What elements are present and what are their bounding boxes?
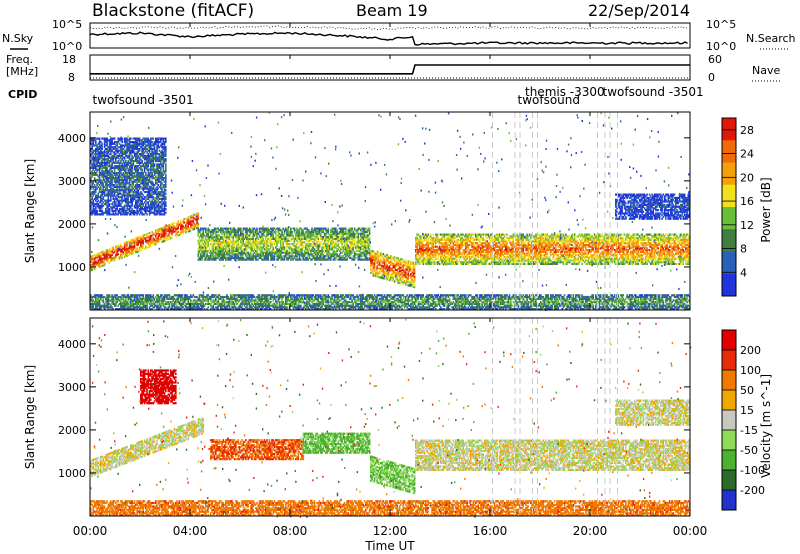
time-tick-label: 00:00: [673, 524, 708, 538]
colorbar-tick-label: 28: [740, 124, 754, 137]
freq-left-tick-bottom: 8: [68, 71, 75, 84]
colorbar-segment: [722, 430, 736, 451]
freq-left-tick-top: 18: [62, 53, 76, 66]
power-colorbar-label: Power [dB]: [759, 177, 773, 242]
nave-right-tick-top: 60: [708, 53, 722, 66]
colorbar-tick-label: 8: [740, 243, 747, 256]
cpid-entry: themis -3300: [525, 85, 605, 99]
range-tick-label: 2000: [58, 218, 86, 231]
nsky-label: N.Sky: [2, 32, 34, 45]
power-ylabel: Slant Range [km]: [23, 159, 37, 263]
colorbar-tick-label: 12: [740, 219, 754, 232]
cpid-entry: twofsound -3501: [93, 93, 194, 107]
colorbar-tick-label: 100: [740, 364, 761, 377]
time-tick-label: 04:00: [173, 524, 208, 538]
nave-right-tick-bottom: 0: [708, 71, 715, 84]
noise-left-tick-bottom: 10^0: [52, 40, 82, 53]
colorbar-segment: [722, 470, 736, 491]
colorbar-segment: [722, 207, 736, 230]
colorbar-tick-label: -100: [740, 464, 765, 477]
station-title: Blackstone (fitACF): [92, 1, 254, 21]
colorbar-segment: [722, 251, 736, 275]
noise-right-tick-top: 10^5: [706, 18, 736, 31]
freq-label-line2: [MHz]: [6, 65, 38, 78]
beam-title: Beam 19: [356, 1, 428, 20]
range-tick-label: 1000: [58, 261, 86, 274]
colorbar-segment: [722, 490, 736, 511]
colorbar-tick-label: 4: [740, 266, 747, 279]
colorbar-segment: [722, 350, 736, 371]
colorbar-tick-label: 24: [740, 148, 754, 161]
power-panel: 1000 2000 3000 4000 Slant Range [km] 4 8 12 16…: [23, 111, 773, 312]
velocity-ylabel: Slant Range [km]: [23, 365, 37, 469]
colorbar-segment: [722, 229, 736, 252]
nave-label: Nave: [752, 64, 780, 77]
velocity-colorbar-label: Velocity [m s^-1]: [759, 374, 773, 478]
nsearch-label: N.Search: [746, 32, 796, 45]
time-tick-label: 00:00: [73, 524, 108, 538]
range-tick-label: 3000: [58, 381, 86, 394]
noise-series-nsearch: [89, 25, 688, 31]
cpid-label: CPID: [8, 88, 37, 101]
range-tick-label: 2000: [58, 424, 86, 437]
colorbar-segment: [722, 390, 736, 411]
frequency-panel: Freq. [MHz] 18 8 60 0 Nave: [6, 53, 780, 84]
time-tick-label: 16:00: [473, 524, 508, 538]
range-tick-label: 1000: [58, 467, 86, 480]
colorbar-segment: [722, 184, 736, 208]
colorbar-tick-label: -15: [740, 424, 758, 437]
colorbar-tick-label: 200: [740, 344, 761, 357]
colorbar-tick-label: -200: [740, 484, 765, 497]
time-tick-label: 20:00: [573, 524, 608, 538]
time-tick-label: 12:00: [373, 524, 408, 538]
colorbar-tick-label: 15: [740, 404, 754, 417]
range-tick-label: 3000: [58, 175, 86, 188]
noise-right-tick-bottom: 10^0: [706, 40, 736, 53]
colorbar-segment: [722, 410, 736, 431]
colorbar-segment: [722, 140, 736, 163]
time-tick-label: 08:00: [273, 524, 308, 538]
colorbar-tick-label: -50: [740, 444, 758, 457]
freq-series: [90, 64, 690, 75]
colorbar-tick-label: 50: [740, 384, 754, 397]
colorbar-segment: [722, 330, 736, 351]
range-tick-label: 4000: [58, 132, 86, 145]
noise-left-tick-top: 10^5: [52, 18, 82, 31]
colorbar-tick-label: 16: [740, 195, 754, 208]
colorbar-segment: [722, 273, 736, 297]
cpid-entry: twofsound: [518, 93, 581, 107]
freq-label-line1: Freq.: [6, 53, 33, 66]
range-tick-label: 4000: [58, 338, 86, 351]
noise-series-nsky: [89, 31, 688, 46]
colorbar-segment: [722, 162, 736, 186]
colorbar-segment: [722, 118, 736, 141]
colorbar-segment: [722, 450, 736, 471]
colorbar-segment: [722, 370, 736, 391]
time-xlabel: Time UT: [364, 539, 415, 553]
date-title: 22/Sep/2014: [588, 1, 690, 20]
noise-panel: N.Sky 10^5 10^0 10^5 10^0 N.Search: [2, 18, 796, 53]
colorbar-tick-label: 20: [740, 171, 754, 184]
cpid-entry: twofsound -3501: [603, 85, 704, 99]
